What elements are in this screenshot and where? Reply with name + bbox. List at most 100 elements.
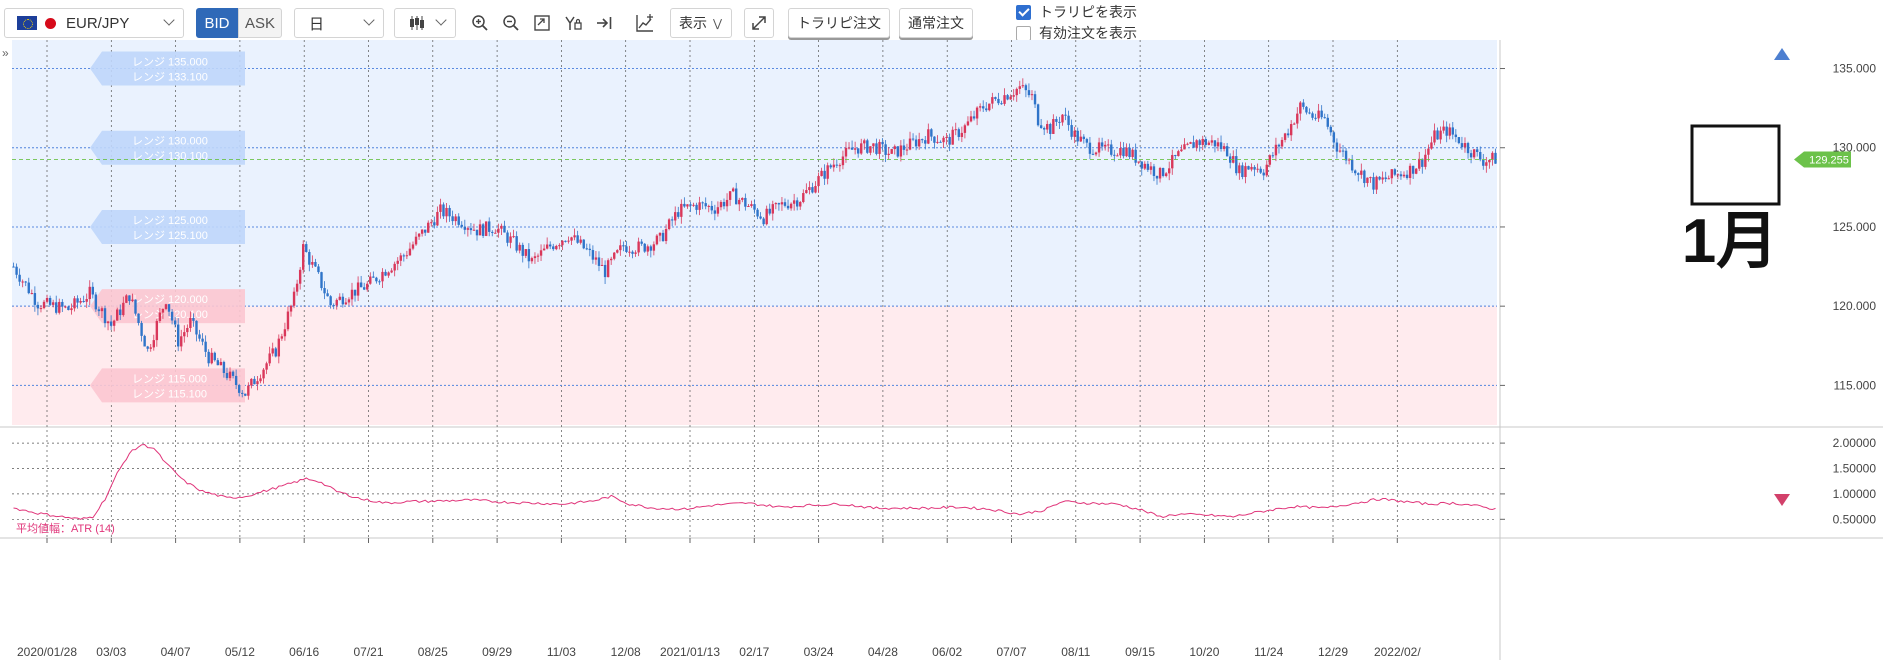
candle bbox=[1293, 123, 1296, 125]
candle bbox=[674, 212, 677, 221]
candle bbox=[30, 293, 34, 295]
candle bbox=[1311, 113, 1314, 118]
candle bbox=[570, 237, 573, 241]
range-tag bbox=[90, 51, 245, 86]
show-active-row[interactable]: 有効注文を表示 bbox=[1016, 23, 1137, 43]
candle bbox=[1067, 115, 1070, 126]
show-active-label: 有効注文を表示 bbox=[1039, 25, 1137, 41]
candle bbox=[652, 244, 656, 251]
collapse-sidebar-icon[interactable]: » bbox=[2, 46, 9, 60]
x-tick-label: 04/28 bbox=[868, 645, 898, 659]
candle bbox=[783, 202, 787, 206]
candle bbox=[631, 251, 634, 254]
candle bbox=[268, 353, 271, 364]
jump-to-latest-button[interactable] bbox=[590, 8, 618, 38]
candle bbox=[1262, 172, 1265, 176]
candle bbox=[1177, 151, 1180, 157]
candle bbox=[146, 346, 149, 349]
candle bbox=[298, 269, 302, 284]
normal-order-button[interactable]: 通常注文 bbox=[899, 8, 973, 38]
candle bbox=[744, 197, 747, 207]
candle bbox=[362, 287, 366, 290]
zoom-in-icon bbox=[472, 15, 488, 31]
candle bbox=[100, 308, 104, 312]
trap-repeat-order-button[interactable]: トラリピ注文 bbox=[788, 8, 890, 38]
candle bbox=[1021, 85, 1025, 87]
candle bbox=[1125, 147, 1128, 157]
display-select[interactable]: 表示 ⋁ bbox=[670, 8, 732, 38]
indicator-button[interactable] bbox=[631, 8, 659, 38]
x-tick-label: 12/08 bbox=[611, 645, 641, 659]
candle bbox=[1491, 152, 1494, 160]
candle bbox=[369, 276, 372, 284]
period-label: 日 bbox=[309, 15, 325, 33]
candle bbox=[1357, 173, 1360, 175]
candle bbox=[286, 311, 290, 330]
y-axis-lock-button[interactable] bbox=[559, 8, 587, 38]
candle bbox=[384, 271, 387, 276]
candle bbox=[951, 129, 954, 145]
range-tag bbox=[90, 289, 245, 324]
candle bbox=[1049, 124, 1052, 134]
period-select[interactable]: 日 bbox=[294, 8, 384, 38]
annotation-label: 1月 bbox=[1682, 207, 1778, 276]
candle bbox=[869, 146, 872, 153]
candle bbox=[420, 229, 424, 234]
candle bbox=[777, 203, 781, 205]
candle bbox=[692, 204, 695, 206]
zoom-out-button[interactable] bbox=[497, 8, 525, 38]
candle bbox=[1186, 143, 1189, 145]
candle bbox=[1421, 158, 1424, 167]
candle bbox=[506, 232, 509, 243]
eu-flag-icon bbox=[17, 16, 37, 30]
candle bbox=[518, 244, 521, 251]
candle bbox=[893, 146, 896, 150]
candle bbox=[1320, 110, 1323, 118]
candle bbox=[1076, 130, 1079, 142]
candle bbox=[1488, 159, 1491, 163]
range-tag-label: レンジ 125.000 bbox=[132, 215, 208, 227]
show-trap-row[interactable]: トラリピを表示 bbox=[1016, 2, 1137, 22]
candle bbox=[475, 229, 479, 236]
candle bbox=[829, 165, 832, 168]
candle bbox=[1113, 154, 1116, 156]
candle bbox=[1457, 137, 1461, 144]
fit-button[interactable] bbox=[528, 8, 556, 38]
candle bbox=[1204, 138, 1207, 145]
show-trap-checkbox[interactable] bbox=[1016, 4, 1031, 20]
show-active-checkbox[interactable] bbox=[1016, 25, 1031, 41]
candle bbox=[1451, 127, 1454, 135]
currency-pair-select[interactable]: EUR/JPY bbox=[4, 8, 184, 38]
candle bbox=[561, 240, 564, 246]
chart-type-select[interactable] bbox=[394, 8, 456, 38]
candle bbox=[713, 210, 717, 214]
candle bbox=[704, 203, 707, 207]
candle bbox=[1122, 148, 1125, 157]
candle bbox=[439, 204, 442, 212]
candle bbox=[1323, 117, 1326, 119]
candle bbox=[15, 266, 18, 275]
candle bbox=[637, 241, 640, 253]
candle bbox=[1039, 125, 1043, 128]
x-tick-label: 2020/01/28 bbox=[17, 645, 77, 659]
candle bbox=[1460, 143, 1464, 148]
fullscreen-button[interactable] bbox=[744, 8, 774, 38]
bid-button[interactable]: BID bbox=[196, 8, 238, 38]
candle bbox=[1107, 144, 1110, 146]
zoom-in-button[interactable] bbox=[466, 8, 494, 38]
ask-button[interactable]: ASK bbox=[238, 8, 282, 38]
x-tick-label: 11/03 bbox=[547, 645, 576, 659]
candle bbox=[509, 236, 512, 243]
candle bbox=[1247, 166, 1250, 170]
candle bbox=[18, 274, 21, 282]
candle bbox=[1024, 85, 1028, 91]
candlestick-icon bbox=[410, 16, 424, 30]
y-tick-label: 120.000 bbox=[1833, 299, 1877, 313]
candle bbox=[866, 140, 869, 153]
candle bbox=[1390, 169, 1393, 179]
candle bbox=[835, 164, 839, 166]
candle bbox=[1213, 140, 1217, 147]
candle bbox=[67, 306, 70, 311]
current-price-tag bbox=[1794, 151, 1851, 168]
x-tick-label: 08/25 bbox=[418, 645, 448, 659]
